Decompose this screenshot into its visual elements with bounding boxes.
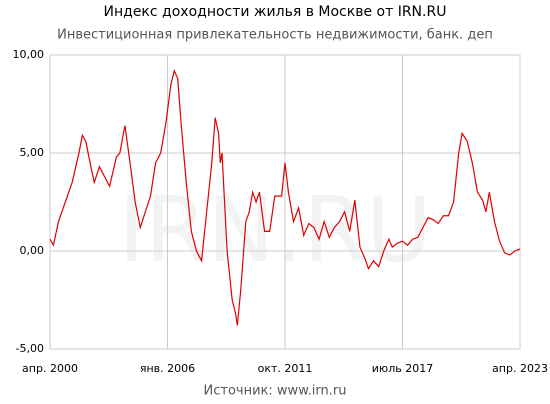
y-tick-label: 10,00 — [13, 48, 45, 61]
x-tick-label: окт. 2011 — [258, 362, 313, 375]
watermark: IRN.RU — [118, 178, 431, 283]
y-tick-label: 5,00 — [20, 146, 45, 159]
chart-subtitle: Инвестиционная привлекательность недвижи… — [57, 28, 493, 43]
y-tick-label: -5,00 — [16, 342, 44, 355]
x-tick-label: апр. 2023 — [492, 362, 548, 375]
y-tick-label: 0,00 — [20, 244, 45, 257]
chart-title: Индекс доходности жилья в Москве от IRN.… — [104, 4, 447, 20]
line — [49, 68, 521, 326]
x-tick-label: июль 2017 — [372, 362, 433, 375]
x-tick-label: янв. 2006 — [140, 362, 195, 375]
x-tick-label: апр. 2000 — [22, 362, 78, 375]
source: Источник: www.irn.ru — [204, 384, 347, 399]
